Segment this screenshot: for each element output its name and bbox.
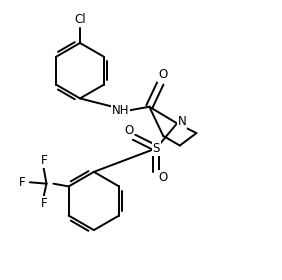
Text: O: O bbox=[158, 171, 168, 184]
Text: S: S bbox=[153, 142, 160, 155]
Text: NH: NH bbox=[111, 104, 129, 117]
Text: O: O bbox=[158, 68, 167, 81]
Text: F: F bbox=[40, 197, 47, 210]
Text: F: F bbox=[19, 176, 25, 189]
Text: F: F bbox=[40, 154, 47, 167]
Text: O: O bbox=[124, 124, 133, 137]
Text: Cl: Cl bbox=[74, 13, 86, 26]
Text: N: N bbox=[178, 115, 186, 129]
